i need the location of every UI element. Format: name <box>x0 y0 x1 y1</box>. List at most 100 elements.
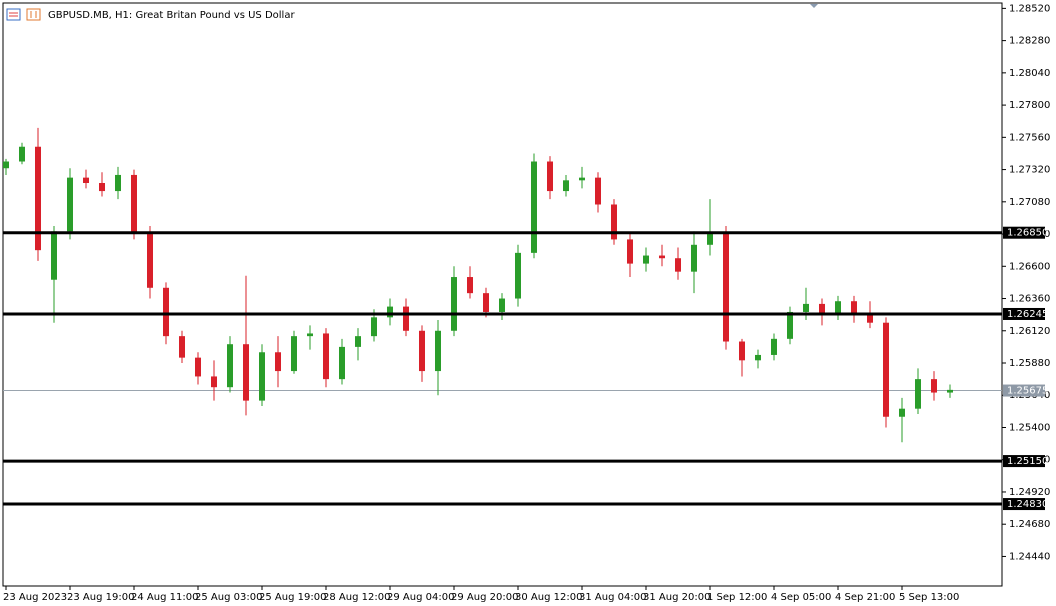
y-tick-label: 1.27560 <box>1009 132 1050 143</box>
candle-body <box>19 146 25 162</box>
candle-body <box>659 255 665 259</box>
y-tick-label: 1.26600 <box>1009 261 1050 272</box>
candle-body <box>851 301 857 315</box>
y-tick-label: 1.24680 <box>1009 519 1050 530</box>
chart-title: GBPUSD.MB, H1: Great Britan Pound vs US … <box>48 10 295 21</box>
candle-body <box>83 177 89 184</box>
y-tick-label: 1.24440 <box>1009 551 1050 562</box>
x-tick-label: 28 Aug 12:00 <box>323 592 390 603</box>
candle-body <box>835 301 841 315</box>
icon <box>6 8 21 21</box>
candle-body <box>355 336 361 347</box>
shift-marker <box>810 4 818 8</box>
candle-body <box>211 376 217 388</box>
candle-body <box>867 314 873 323</box>
candle-body <box>451 277 457 331</box>
candle-body <box>179 336 185 358</box>
candle-body <box>803 303 809 312</box>
candle-body <box>403 306 409 331</box>
x-tick-label: 23 Aug 2023 <box>3 592 67 603</box>
candle-body <box>627 239 633 264</box>
candle-body <box>595 177 601 205</box>
level-label: 1.25150 <box>1007 456 1048 467</box>
x-tick-label: 31 Aug 20:00 <box>643 592 710 603</box>
candle-body <box>275 352 281 372</box>
level-label: 1.26245 <box>1007 309 1048 320</box>
x-tick-label: 5 Sep 13:00 <box>899 592 959 603</box>
candle-body <box>3 161 9 169</box>
candle-body <box>563 180 569 192</box>
candle-body <box>67 177 73 232</box>
level-box <box>1003 307 1045 320</box>
candle-body <box>483 293 489 312</box>
current-price-label: 1.25675 <box>1007 386 1048 397</box>
y-tick-label: 1.27800 <box>1009 100 1050 111</box>
candle-body <box>579 177 585 181</box>
y-tick-label: 1.27320 <box>1009 165 1050 176</box>
level-box <box>1003 226 1045 239</box>
candle-body <box>387 306 393 318</box>
y-tick-label: 1.24920 <box>1009 487 1050 498</box>
candle-body <box>691 244 697 272</box>
candle-body <box>787 311 793 339</box>
candle-body <box>947 389 953 393</box>
x-tick-label: 25 Aug 03:00 <box>195 592 262 603</box>
icon <box>26 8 41 21</box>
header-icons <box>6 8 41 21</box>
candle-body <box>707 234 713 245</box>
candle-body <box>99 183 105 192</box>
y-tick-label: 1.26360 <box>1009 294 1050 305</box>
y-tick-label: 1.28520 <box>1009 3 1050 14</box>
level-label: 1.26850 <box>1007 228 1048 239</box>
candle-body <box>547 161 553 192</box>
candle-body <box>515 252 521 299</box>
candle-body <box>611 204 617 240</box>
current-price-box <box>1003 384 1045 397</box>
candle-body <box>131 174 137 235</box>
candle-body <box>739 341 745 361</box>
candle-body <box>259 352 265 401</box>
candle-body <box>771 338 777 355</box>
y-tick-label: 1.28280 <box>1009 36 1050 47</box>
candle-body <box>883 322 889 417</box>
candle-body <box>435 330 441 372</box>
candle-body <box>723 234 729 342</box>
candle-body <box>307 333 313 337</box>
candle-body <box>915 379 921 409</box>
candle-body <box>35 146 41 251</box>
y-tick-label: 1.26120 <box>1009 326 1050 337</box>
x-tick-label: 24 Aug 11:00 <box>131 592 198 603</box>
x-tick-label: 4 Sep 21:00 <box>835 592 895 603</box>
x-tick-label: 31 Aug 04:00 <box>579 592 646 603</box>
candle-body <box>115 174 121 192</box>
candle-body <box>499 298 505 312</box>
candle-body <box>643 255 649 264</box>
level-box <box>1003 455 1045 468</box>
candle-body <box>195 357 201 377</box>
candle-body <box>163 287 169 337</box>
candle-body <box>51 231 57 280</box>
x-tick-label: 4 Sep 05:00 <box>771 592 831 603</box>
candle-body <box>819 303 825 315</box>
candle-body <box>931 379 937 393</box>
y-tick-label: 1.25880 <box>1009 358 1050 369</box>
candle-body <box>419 330 425 372</box>
candle-body <box>371 317 377 337</box>
candle-body <box>227 344 233 388</box>
level-box <box>1003 498 1045 511</box>
y-tick-label: 1.28040 <box>1009 68 1050 79</box>
x-tick-label: 29 Aug 20:00 <box>451 592 518 603</box>
x-tick-label: 23 Aug 19:00 <box>67 592 134 603</box>
candle-body <box>291 336 297 372</box>
candle-body <box>755 354 761 361</box>
x-tick-label: 25 Aug 19:00 <box>259 592 326 603</box>
y-tick-label: 1.27080 <box>1009 197 1050 208</box>
candle-body <box>899 408 905 417</box>
candle-body <box>467 277 473 294</box>
y-tick-label: 1.25400 <box>1009 422 1050 433</box>
candle-body <box>323 333 329 380</box>
candle-body <box>339 346 345 380</box>
x-tick-label: 1 Sep 12:00 <box>707 592 767 603</box>
x-tick-label: 29 Aug 04:00 <box>387 592 454 603</box>
